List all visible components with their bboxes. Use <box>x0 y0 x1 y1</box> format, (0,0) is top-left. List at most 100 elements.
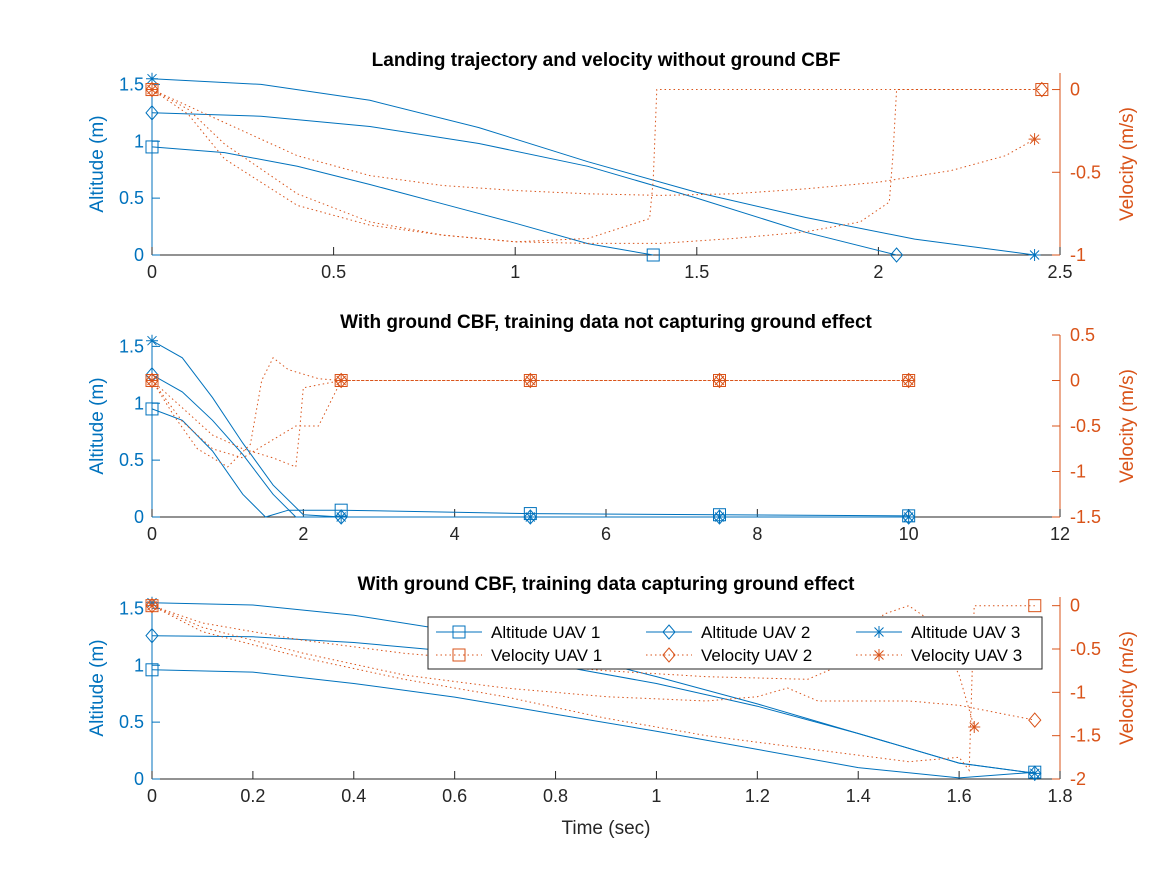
y-tick-label-left: 1 <box>134 393 144 413</box>
series-line-altitude-uav-1 <box>151 146 654 256</box>
legend-entry-label: Altitude UAV 1 <box>491 623 600 642</box>
x-tick-label: 1.4 <box>846 786 871 806</box>
y-tick-label-right: -1 <box>1070 245 1086 265</box>
x-tick-label: 0.6 <box>442 786 467 806</box>
legend-entry-label: Altitude UAV 3 <box>911 623 1020 642</box>
series-line-velocity-uav-1 <box>151 605 1035 772</box>
data-point-marker <box>334 509 348 525</box>
y-axis-left-label: Altitude (m) <box>87 639 108 736</box>
series-line-altitude-uav-3 <box>151 340 909 518</box>
x-tick-label: 2 <box>298 524 308 544</box>
y-axis-right-label: Velocity (m/s) <box>1117 631 1138 745</box>
series-line-velocity-uav-2 <box>151 380 909 459</box>
chart-title: With ground CBF, training data capturing… <box>358 574 856 595</box>
series-line-velocity-uav-2 <box>151 605 1035 721</box>
series-line-altitude-uav-1 <box>151 408 909 518</box>
y-tick-label-left: 1.5 <box>119 74 144 94</box>
y-tick-label-left: 1.5 <box>119 598 144 618</box>
x-tick-label: 1.8 <box>1047 786 1072 806</box>
data-point-marker <box>146 334 158 347</box>
x-tick-label: 0.4 <box>341 786 366 806</box>
legend-entry-label: Velocity UAV 3 <box>911 646 1022 665</box>
data-point-marker <box>1028 767 1041 780</box>
chart-title: With ground CBF, training data not captu… <box>340 312 872 333</box>
data-point-marker <box>712 372 727 389</box>
x-tick-label: 1 <box>651 786 661 806</box>
data-point-marker <box>145 663 159 677</box>
data-point-marker <box>145 597 159 614</box>
subplot-3: 0 0.2 0.4 0.6 0.8 1 1.2 1.4 1.6 1.8 0 0.5 1 1.5 -2 -1.5… <box>87 574 1138 839</box>
data-point-marker <box>1035 81 1049 98</box>
series-line-altitude-uav-2 <box>151 374 909 518</box>
data-point-marker <box>145 105 159 121</box>
x-tick-label: 6 <box>601 524 611 544</box>
legend-marker <box>452 625 466 639</box>
data-point-marker <box>1028 599 1042 613</box>
series-line-altitude-uav-2 <box>151 112 897 256</box>
x-tick-label: 4 <box>450 524 460 544</box>
data-point-marker <box>1028 765 1042 782</box>
series-line-velocity-uav-1 <box>151 357 909 468</box>
data-point-marker <box>145 140 159 154</box>
x-tick-label: 0 <box>147 786 157 806</box>
y-tick-label-right: -0.5 <box>1070 639 1101 659</box>
y-tick-label-right: -2 <box>1070 769 1086 789</box>
data-point-marker <box>968 721 981 733</box>
y-axis-left-label: Altitude (m) <box>87 377 108 474</box>
x-tick-label: 0 <box>147 262 157 282</box>
legend-entry-label: Velocity UAV 1 <box>491 646 602 665</box>
x-tick-label: 0.8 <box>543 786 568 806</box>
x-tick-label: 0.2 <box>240 786 265 806</box>
series-line-altitude-uav-3 <box>151 78 1035 256</box>
data-point-marker <box>146 72 158 85</box>
legend-marker <box>662 647 676 663</box>
y-tick-label-right: -1.5 <box>1070 507 1101 527</box>
y-tick-label-right: -0.5 <box>1070 162 1101 182</box>
y-tick-label-right: -0.5 <box>1070 416 1101 436</box>
subplot-2: 0 2 4 6 8 10 12 0 0.5 1 1.5 -1.5 -1 -0.5 0 0.5 With grou… <box>87 312 1138 544</box>
data-point-marker <box>145 627 159 644</box>
y-tick-label-left: 1 <box>134 655 144 675</box>
y-tick-label-left: 0 <box>134 769 144 789</box>
data-point-marker <box>523 372 537 389</box>
data-point-marker <box>902 372 916 389</box>
data-point-marker <box>145 81 159 98</box>
data-point-marker <box>334 372 348 389</box>
data-point-marker <box>335 374 348 387</box>
data-point-marker <box>713 511 726 523</box>
series-line-velocity-uav-1 <box>151 89 1042 243</box>
legend-marker <box>452 648 466 662</box>
data-point-marker <box>145 372 159 389</box>
data-point-marker <box>1028 712 1042 728</box>
x-tick-label: 0 <box>147 524 157 544</box>
y-tick-label-left: 1 <box>134 131 144 151</box>
legend-entry-label: Altitude UAV 2 <box>701 623 810 642</box>
legend-entry-label: Velocity UAV 2 <box>701 646 812 665</box>
data-point-marker <box>145 402 159 416</box>
data-point-marker <box>646 248 660 262</box>
y-tick-label-left: 0.5 <box>119 450 144 470</box>
x-tick-label: 1.6 <box>947 786 972 806</box>
y-tick-label-right: 0.5 <box>1070 325 1095 345</box>
legend-marker <box>873 649 885 661</box>
data-point-marker <box>335 511 348 523</box>
data-point-marker <box>1028 133 1041 146</box>
data-point-marker <box>889 247 904 263</box>
x-tick-label: 2.5 <box>1047 262 1072 282</box>
y-tick-label-left: 0 <box>134 245 144 265</box>
y-axis-right-label: Velocity (m/s) <box>1117 107 1138 221</box>
x-tick-label: 8 <box>752 524 762 544</box>
series-line-velocity-uav-2 <box>151 89 1042 244</box>
data-point-marker <box>523 509 537 525</box>
data-point-marker <box>524 511 537 523</box>
chart-title: Landing trajectory and velocity without … <box>372 50 841 71</box>
y-tick-label-right: 0 <box>1070 596 1080 616</box>
y-tick-label-left: 0 <box>134 507 144 527</box>
data-point-marker <box>524 374 537 387</box>
legend-marker <box>662 624 676 640</box>
y-axis-right-label: Velocity (m/s) <box>1117 369 1138 483</box>
series-line-velocity-uav-3 <box>151 380 909 468</box>
y-tick-label-right: -1 <box>1070 682 1086 702</box>
data-point-marker <box>902 509 916 525</box>
